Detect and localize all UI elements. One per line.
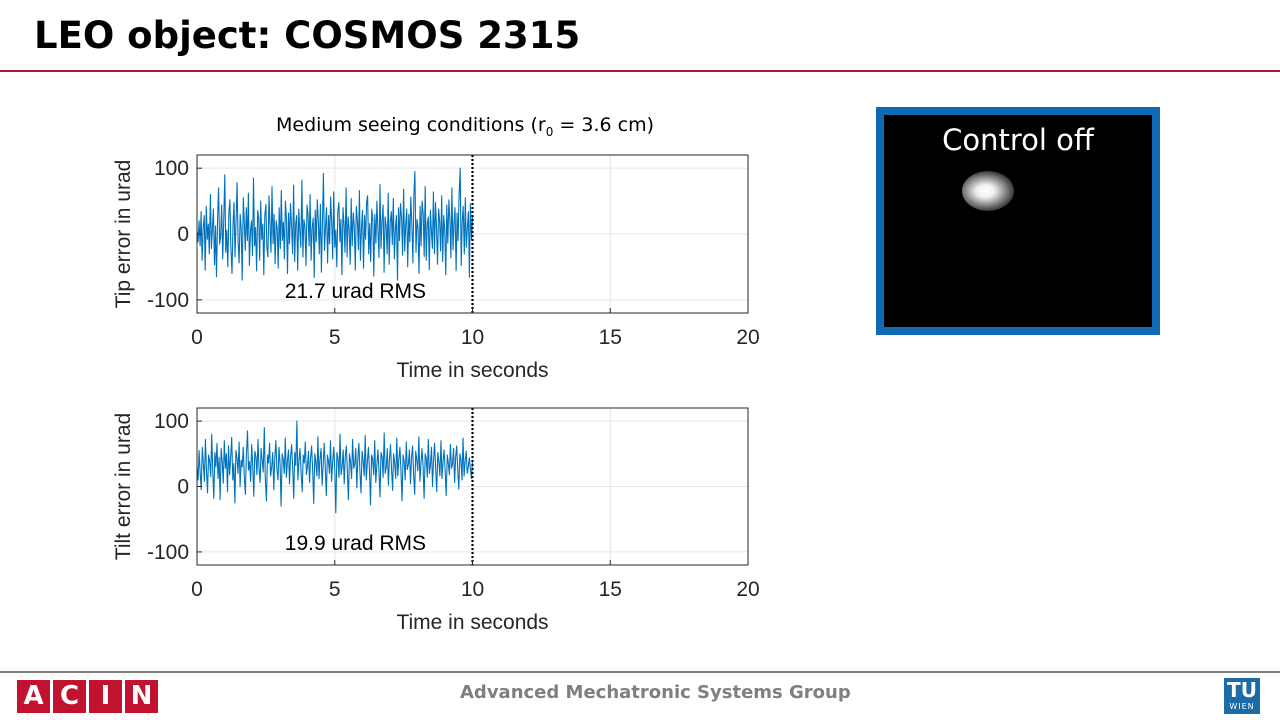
slide-title: LEO object: COSMOS 2315 xyxy=(34,14,581,57)
y-tick-label: 100 xyxy=(154,157,189,180)
x-axis-label: Time in seconds xyxy=(396,359,548,382)
title-divider xyxy=(0,70,1280,72)
x-tick-label: 10 xyxy=(461,578,484,601)
plot-title-prefix: Medium seeing conditions (r xyxy=(276,114,546,136)
x-tick-label: 15 xyxy=(599,578,622,601)
acin-logo: A C I N xyxy=(17,680,158,713)
y-tick-label: -100 xyxy=(147,541,189,564)
x-axis-label: Time in seconds xyxy=(396,611,548,634)
x-tick-label: 5 xyxy=(329,578,341,601)
rms-annotation: 19.9 urad RMS xyxy=(285,532,426,555)
y-tick-label: 100 xyxy=(154,410,189,433)
x-tick-label: 20 xyxy=(736,578,759,601)
acin-logo-letter: I xyxy=(89,680,122,713)
footer-divider xyxy=(0,671,1280,673)
y-tick-label: 0 xyxy=(177,476,189,499)
acin-logo-letter: A xyxy=(17,680,50,713)
x-tick-label: 5 xyxy=(329,326,341,349)
camera-image-frame: Control off xyxy=(876,107,1160,335)
series-line-0-0 xyxy=(196,167,474,281)
camera-label: Control off xyxy=(942,123,1094,157)
y-axis-label: Tilt error in urad xyxy=(112,413,135,560)
star-spot xyxy=(962,171,1014,211)
acin-logo-letter: N xyxy=(125,680,158,713)
y-tick-label: 0 xyxy=(177,223,189,246)
plot-title-suffix: = 3.6 cm) xyxy=(553,114,654,136)
rms-annotation: 21.7 urad RMS xyxy=(285,280,426,303)
x-tick-label: 20 xyxy=(736,326,759,349)
plot-title-subscript: 0 xyxy=(545,124,554,139)
footer-group-name: Advanced Mechatronic Systems Group xyxy=(460,682,851,703)
x-tick-label: 15 xyxy=(599,326,622,349)
y-axis-label: Tip error in urad xyxy=(112,160,135,309)
x-tick-label: 0 xyxy=(191,578,203,601)
y-tick-label: -100 xyxy=(147,289,189,312)
acin-logo-letter: C xyxy=(53,680,86,713)
series-line-1-0 xyxy=(196,420,474,514)
x-tick-label: 0 xyxy=(191,326,203,349)
tu-wien-logo: TU WIEN xyxy=(1224,678,1260,714)
tu-logo-bottom: WIEN xyxy=(1229,702,1255,711)
x-tick-label: 10 xyxy=(461,326,484,349)
tu-logo-top: TU xyxy=(1227,678,1257,702)
plot-title: Medium seeing conditions (r0 = 3.6 cm) xyxy=(276,114,654,139)
